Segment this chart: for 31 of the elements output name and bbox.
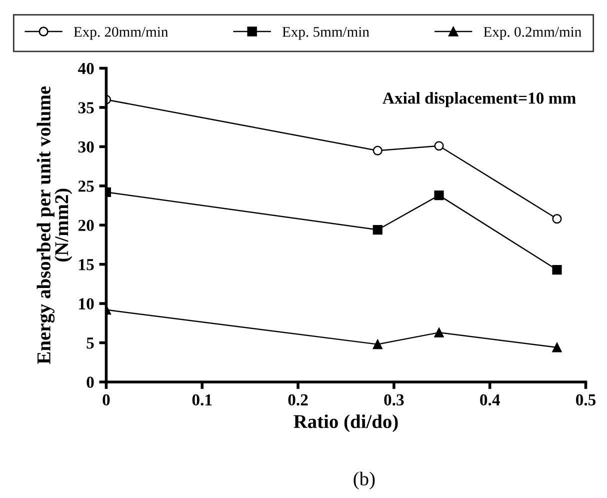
x-axis-title: Ratio (di/do) xyxy=(294,414,398,432)
y-tick-label: 5 xyxy=(86,338,94,349)
y-tick-label: 20 xyxy=(78,220,94,232)
legend-label: Exp. 5mm/min xyxy=(282,26,370,40)
y-tick-label: 0 xyxy=(86,376,94,388)
y-tick-label: 10 xyxy=(79,298,94,310)
point xyxy=(372,225,382,235)
y-tick-label: 25 xyxy=(78,180,94,192)
y-tick-label: 35 xyxy=(78,102,94,114)
y-axis-title: Energy absorbed per unit volume (N/mm2) xyxy=(36,86,72,364)
point xyxy=(434,141,444,151)
legend-label: Exp. 20mm/min xyxy=(74,26,168,40)
point xyxy=(434,328,444,338)
x-tick-label: 0.3 xyxy=(384,394,404,406)
x-tick-label: 0.5 xyxy=(576,394,596,406)
point xyxy=(552,342,562,352)
point xyxy=(372,340,382,350)
point xyxy=(434,190,444,200)
text: (b) xyxy=(354,472,375,490)
y-tick-label: 40 xyxy=(78,62,94,74)
x-tick-label: 0 xyxy=(102,394,110,406)
x-tick-label: 0.4 xyxy=(480,394,500,406)
point xyxy=(552,214,562,224)
legend-label: Exp. 0.2mm/min xyxy=(484,26,582,40)
y-tick-label: 15 xyxy=(79,259,94,270)
annotation: Axial displacement=10 mm xyxy=(382,92,576,108)
point xyxy=(372,146,382,156)
y-tick-label: 30 xyxy=(78,141,94,153)
point xyxy=(552,265,562,275)
x-tick-label: 0.2 xyxy=(288,394,308,406)
x-tick-label: 0.1 xyxy=(192,394,212,406)
